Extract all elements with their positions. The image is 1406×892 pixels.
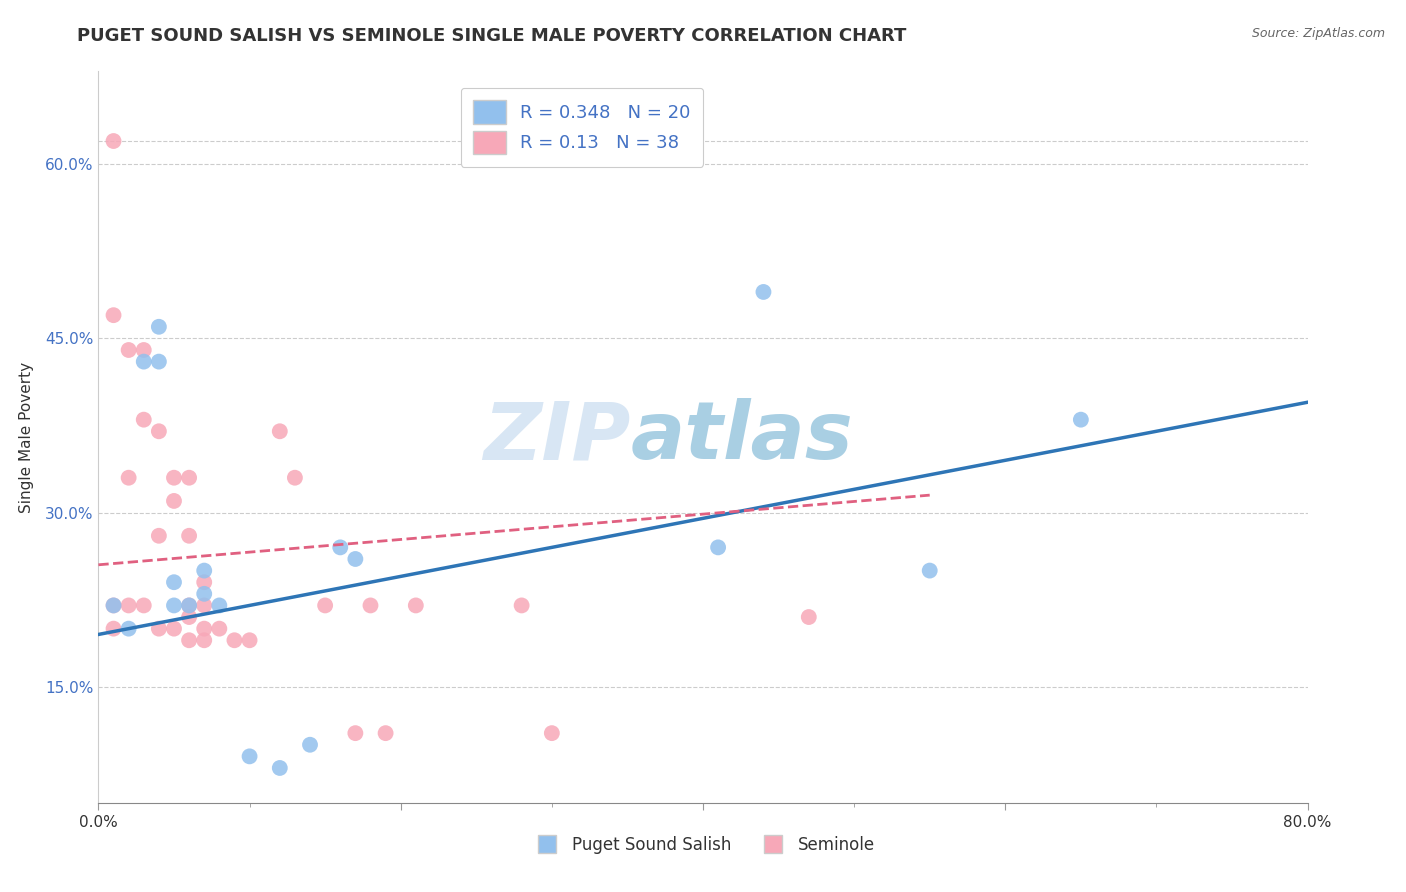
Point — [329, 541, 352, 555]
Point — [1070, 412, 1092, 426]
Point — [148, 319, 170, 334]
Point — [360, 599, 382, 613]
Point — [752, 285, 775, 299]
Point — [374, 726, 396, 740]
Point — [163, 599, 186, 613]
Point — [208, 622, 231, 636]
Point — [118, 471, 141, 485]
Point — [103, 308, 125, 322]
Point — [179, 471, 201, 485]
Point — [179, 599, 201, 613]
Y-axis label: Single Male Poverty: Single Male Poverty — [18, 361, 34, 513]
Point — [148, 424, 170, 438]
Point — [540, 726, 562, 740]
Point — [269, 761, 291, 775]
Legend: Puget Sound Salish, Seminole: Puget Sound Salish, Seminole — [524, 829, 882, 860]
Point — [284, 471, 307, 485]
Point — [344, 552, 367, 566]
Point — [193, 599, 215, 613]
Point — [224, 633, 246, 648]
Point — [179, 633, 201, 648]
Point — [118, 599, 141, 613]
Point — [118, 622, 141, 636]
Point — [132, 599, 155, 613]
Point — [103, 599, 125, 613]
Point — [118, 343, 141, 357]
Point — [163, 575, 186, 590]
Point — [148, 354, 170, 368]
Point — [193, 587, 215, 601]
Point — [193, 564, 215, 578]
Point — [179, 610, 201, 624]
Point — [918, 564, 941, 578]
Point — [103, 622, 125, 636]
Point — [132, 354, 155, 368]
Point — [405, 599, 427, 613]
Point — [193, 622, 215, 636]
Point — [132, 343, 155, 357]
Point — [269, 424, 291, 438]
Point — [179, 529, 201, 543]
Point — [510, 599, 533, 613]
Text: atlas: atlas — [630, 398, 853, 476]
Point — [179, 599, 201, 613]
Point — [132, 412, 155, 426]
Point — [103, 134, 125, 148]
Point — [299, 738, 322, 752]
Point — [148, 622, 170, 636]
Point — [148, 529, 170, 543]
Point — [344, 726, 367, 740]
Text: Source: ZipAtlas.com: Source: ZipAtlas.com — [1251, 27, 1385, 40]
Point — [797, 610, 820, 624]
Point — [163, 471, 186, 485]
Point — [193, 575, 215, 590]
Text: ZIP: ZIP — [484, 398, 630, 476]
Point — [163, 622, 186, 636]
Point — [163, 494, 186, 508]
Point — [239, 633, 262, 648]
Text: PUGET SOUND SALISH VS SEMINOLE SINGLE MALE POVERTY CORRELATION CHART: PUGET SOUND SALISH VS SEMINOLE SINGLE MA… — [77, 27, 907, 45]
Point — [193, 633, 215, 648]
Point — [103, 599, 125, 613]
Point — [208, 599, 231, 613]
Point — [314, 599, 336, 613]
Point — [707, 541, 730, 555]
Point — [239, 749, 262, 764]
